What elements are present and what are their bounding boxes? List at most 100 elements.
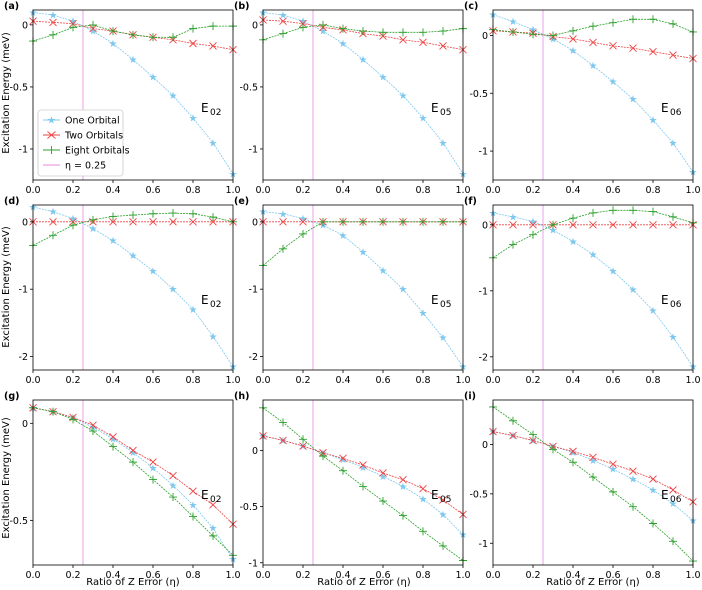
data-point-plus xyxy=(549,445,557,454)
data-point-star: ★ xyxy=(399,482,408,493)
data-point-star: ★ xyxy=(169,481,178,492)
energy-level-subscript: 05 xyxy=(440,300,451,310)
data-point-star: ★ xyxy=(129,251,138,262)
x-tick-label: 0.8 xyxy=(185,570,200,581)
data-point-plus xyxy=(529,30,537,39)
panel-label: (d) xyxy=(4,196,19,207)
data-point-plus xyxy=(339,466,347,475)
x-tick-label: 0.0 xyxy=(255,375,270,386)
y-tick-label: -2 xyxy=(249,352,258,363)
data-point-plus xyxy=(549,31,557,40)
data-point-plus xyxy=(359,217,367,226)
chart-panel-3: ★★★★★★★★★★★0.0 0.2 0.4 0.6 0.8 1.00-0.5-1(c)E… xyxy=(464,1,701,196)
data-point-star: ★ xyxy=(109,39,118,50)
data-point-plus xyxy=(339,217,347,226)
data-point-x xyxy=(629,220,637,229)
data-point-plus xyxy=(359,27,367,36)
data-point-plus xyxy=(589,208,597,217)
energy-level-annotation: E xyxy=(201,488,209,502)
energy-level-annotation: E xyxy=(661,101,669,115)
data-point-x xyxy=(529,436,537,445)
data-point-star: ★ xyxy=(669,333,678,344)
y-tick-label: -1 xyxy=(479,147,488,158)
y-tick-label: 0 xyxy=(22,20,28,31)
data-point-x xyxy=(419,38,427,47)
data-point-star: ★ xyxy=(609,267,618,278)
y-tick-label: -1 xyxy=(249,144,258,155)
data-point-star: ★ xyxy=(509,17,518,28)
data-point-x xyxy=(379,469,387,477)
chart-panel-1: ★ ★★★★★★★★★★0.0 0.2 0.4 0.6 0.8 1.00-0.5-1(a)E… xyxy=(4,1,241,196)
x-tick-label: 1.0 xyxy=(455,185,470,196)
data-point-plus xyxy=(419,28,427,37)
data-point-plus xyxy=(69,221,77,230)
data-point-plus xyxy=(439,541,447,550)
series-line-two-orbitals xyxy=(262,19,464,51)
x-tick-label: 0.6 xyxy=(605,570,620,581)
data-point-plus xyxy=(609,487,617,496)
data-point-x xyxy=(589,220,597,229)
data-point-plus xyxy=(629,206,637,215)
data-point-plus xyxy=(129,211,137,220)
data-point-plus xyxy=(279,244,287,253)
data-point-star: ★ xyxy=(629,285,638,296)
data-point-star: ★ xyxy=(589,250,598,261)
series-line-one-orbital xyxy=(262,12,464,175)
data-point-plus xyxy=(669,19,677,28)
x-tick-label: 1.0 xyxy=(685,185,700,196)
data-point-plus xyxy=(209,213,217,222)
data-point-star: ★ xyxy=(209,332,218,343)
data-point-star: ★ xyxy=(669,499,678,510)
panels-layer: ★ ★ ★ ★ ★ ★ ★ ★ ★ ★ ★ 0.0 0.2 0.4 0.6 0.8 1.0 0 -0.5 -1 (a) E… xyxy=(4,1,701,581)
data-point-x xyxy=(89,421,97,430)
data-point-star: ★ xyxy=(69,214,78,225)
x-tick-label: 1.0 xyxy=(225,570,240,581)
y-tick-label: -1 xyxy=(19,144,28,155)
data-point-x xyxy=(529,220,537,229)
legend-item-eta-line: η = 0.25 xyxy=(43,161,106,172)
data-point-x xyxy=(279,436,287,445)
data-point-star: ★ xyxy=(419,494,428,505)
data-point-star: ★ xyxy=(169,91,178,102)
panel-label: (a) xyxy=(4,1,19,12)
data-point-star: ★ xyxy=(89,224,98,235)
x-tick-label: 0.4 xyxy=(565,375,580,386)
x-tick-label: 0.6 xyxy=(375,570,390,581)
data-point-star: ★ xyxy=(649,485,658,496)
panel-label: (c) xyxy=(464,1,478,12)
x-tick-label: 0.4 xyxy=(565,185,580,196)
series-line-one-orbital xyxy=(32,206,234,367)
legend-item-two-orbitals: Two Orbitals xyxy=(43,131,123,142)
data-point-star: ★ xyxy=(89,27,98,38)
x-tick-label: 0.0 xyxy=(485,375,500,386)
data-point-x xyxy=(339,454,347,463)
data-point-plus xyxy=(509,27,517,36)
x-tick-label: 0.4 xyxy=(335,375,350,386)
x-tick-label: 0.6 xyxy=(145,570,160,581)
data-point-star: ★ xyxy=(69,17,78,28)
data-point-plus xyxy=(439,217,447,226)
data-point-x xyxy=(399,35,407,44)
data-point-plus xyxy=(379,497,387,506)
chart-panel-2: ★ ★★★★★★★★★★0.0 0.2 0.4 0.6 0.8 1.00-0.5-1(b)E… xyxy=(234,1,471,196)
energy-level-annotation: E xyxy=(431,101,439,115)
data-point-x xyxy=(209,218,217,226)
data-point-plus xyxy=(399,217,407,226)
axes-frame xyxy=(262,9,464,181)
y-axis-label-row3: Excitation Energy (meV) xyxy=(1,417,12,539)
data-point-x xyxy=(399,475,407,484)
data-point-x xyxy=(439,496,447,504)
data-point-star: ★ xyxy=(529,436,538,447)
data-point-star: ★ xyxy=(129,448,138,459)
x-tick-label: 0.8 xyxy=(645,375,660,386)
x-axis-label-col1: Ratio of Z Error (η) xyxy=(86,577,179,588)
data-point-plus xyxy=(379,217,387,226)
series-line-two-orbitals xyxy=(492,30,694,59)
y-tick-label: -0.5 xyxy=(469,89,488,100)
data-point-plus xyxy=(569,26,577,35)
series-line-one-orbital xyxy=(492,212,694,367)
data-point-x xyxy=(109,218,117,226)
data-point-star: ★ xyxy=(319,221,328,232)
x-tick-label: 0.8 xyxy=(645,185,660,196)
legend-item-one-orbital: ★ One Orbital xyxy=(43,116,120,127)
